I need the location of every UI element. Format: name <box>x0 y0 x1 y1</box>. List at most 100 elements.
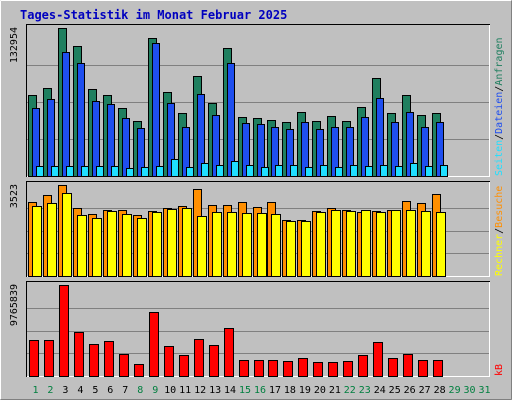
bar-kb-day-25 <box>388 358 398 377</box>
x-tick-label-6: 6 <box>107 385 113 396</box>
bar-rechner-day-11 <box>182 208 192 277</box>
bar-kb-day-26 <box>403 354 413 377</box>
bar-kb-day-15 <box>239 360 249 377</box>
bar-rechner-day-18 <box>286 221 296 277</box>
x-tick-label-7: 7 <box>122 385 128 396</box>
bar-kb-day-27 <box>418 360 428 377</box>
bar-kb-day-18 <box>283 361 293 377</box>
x-tick-label-14: 14 <box>224 385 236 396</box>
bar-seiten-day-1 <box>36 166 44 177</box>
bar-dateien-day-6 <box>107 104 115 177</box>
bar-seiten-day-27 <box>425 166 433 177</box>
x-tick-label-24: 24 <box>374 385 386 396</box>
bar-rechner-day-26 <box>406 210 416 277</box>
x-tick-label-2: 2 <box>47 385 53 396</box>
x-tick-label-10: 10 <box>164 385 176 396</box>
bar-rechner-day-6 <box>107 211 117 277</box>
bar-rechner-day-10 <box>167 209 177 277</box>
bar-seiten-day-22 <box>350 165 358 177</box>
bar-dateien-day-14 <box>227 63 235 177</box>
x-tick-label-30: 30 <box>464 385 476 396</box>
legend-separator: / <box>494 86 505 92</box>
chart-title: Tages-Statistik im Monat Februar 2025 <box>20 8 287 22</box>
bar-rechner-day-16 <box>257 213 267 277</box>
bar-seiten-day-28 <box>440 165 448 177</box>
bar-rechner-day-9 <box>152 212 162 277</box>
x-tick-label-15: 15 <box>239 385 251 396</box>
bar-rechner-day-1 <box>32 206 42 277</box>
bar-seiten-day-25 <box>395 166 403 177</box>
legend-middle: Rechner/Besuche <box>494 186 505 276</box>
bar-kb-day-13 <box>209 345 219 377</box>
x-tick-label-8: 8 <box>137 385 143 396</box>
bar-kb-day-7 <box>119 354 129 377</box>
bar-seiten-day-5 <box>96 166 104 177</box>
x-tick-label-19: 19 <box>299 385 311 396</box>
legend-seiten: Seiten <box>494 140 505 176</box>
legend-anfragen: Anfragen <box>494 37 505 85</box>
bar-kb-day-14 <box>224 328 234 377</box>
bar-seiten-day-2 <box>51 166 59 177</box>
legend-rechner: Rechner <box>494 234 505 276</box>
bar-dateien-day-3 <box>62 52 70 177</box>
bar-rechner-day-7 <box>122 214 132 277</box>
bar-dateien-day-5 <box>92 101 100 177</box>
bar-rechner-day-12 <box>197 216 207 277</box>
bar-kb-day-19 <box>298 358 308 377</box>
x-tick-label-5: 5 <box>92 385 98 396</box>
bar-seiten-day-13 <box>216 165 224 177</box>
bar-rechner-day-28 <box>436 212 446 277</box>
bar-seiten-day-3 <box>66 166 74 177</box>
bar-kb-day-23 <box>358 355 368 377</box>
bar-seiten-day-18 <box>290 165 298 177</box>
bar-kb-day-24 <box>373 342 383 377</box>
bar-rechner-day-22 <box>346 211 356 277</box>
bar-seiten-day-7 <box>126 168 134 177</box>
x-tick-label-29: 29 <box>449 385 461 396</box>
bar-rechner-day-24 <box>376 212 386 277</box>
bar-kb-day-10 <box>164 346 174 377</box>
x-tick-label-17: 17 <box>269 385 281 396</box>
bar-seiten-day-8 <box>141 167 149 177</box>
bar-kb-day-22 <box>343 361 353 377</box>
x-tick-label-23: 23 <box>359 385 371 396</box>
bar-kb-day-20 <box>313 362 323 377</box>
x-tick-label-1: 1 <box>32 385 38 396</box>
bar-kb-day-3 <box>59 285 69 377</box>
bar-rechner-day-5 <box>92 218 102 277</box>
x-tick-label-27: 27 <box>419 385 431 396</box>
bar-seiten-day-17 <box>275 165 283 177</box>
x-tick-label-18: 18 <box>284 385 296 396</box>
bar-rechner-day-17 <box>271 214 281 277</box>
x-tick-label-31: 31 <box>478 385 490 396</box>
bar-seiten-day-9 <box>156 166 164 177</box>
x-tick-label-22: 22 <box>344 385 356 396</box>
x-tick-label-11: 11 <box>179 385 191 396</box>
bar-rechner-day-20 <box>316 212 326 277</box>
bar-seiten-day-20 <box>320 165 328 177</box>
legend-separator: / <box>494 134 505 140</box>
bar-kb-day-28 <box>433 360 443 377</box>
bar-kb-day-8 <box>134 364 144 377</box>
y-max-label: 132954 <box>9 27 20 63</box>
bar-rechner-day-14 <box>227 212 237 277</box>
x-tick-label-16: 16 <box>254 385 266 396</box>
legend-separator: / <box>494 228 505 234</box>
legend-bottom: kB <box>494 364 505 376</box>
x-tick-label-21: 21 <box>329 385 341 396</box>
bar-seiten-day-19 <box>305 167 313 177</box>
bar-kb-day-17 <box>268 360 278 377</box>
bar-seiten-day-6 <box>111 166 119 177</box>
x-tick-label-3: 3 <box>62 385 68 396</box>
bar-kb-day-21 <box>328 362 338 377</box>
x-tick-label-9: 9 <box>152 385 158 396</box>
bar-kb-day-12 <box>194 339 204 377</box>
bar-seiten-day-11 <box>186 167 194 177</box>
bar-rechner-day-27 <box>421 211 431 277</box>
y-max-label: 3523 <box>9 184 20 208</box>
bar-seiten-day-4 <box>81 166 89 177</box>
bar-rechner-day-4 <box>77 215 87 277</box>
bar-dateien-day-9 <box>152 43 160 177</box>
